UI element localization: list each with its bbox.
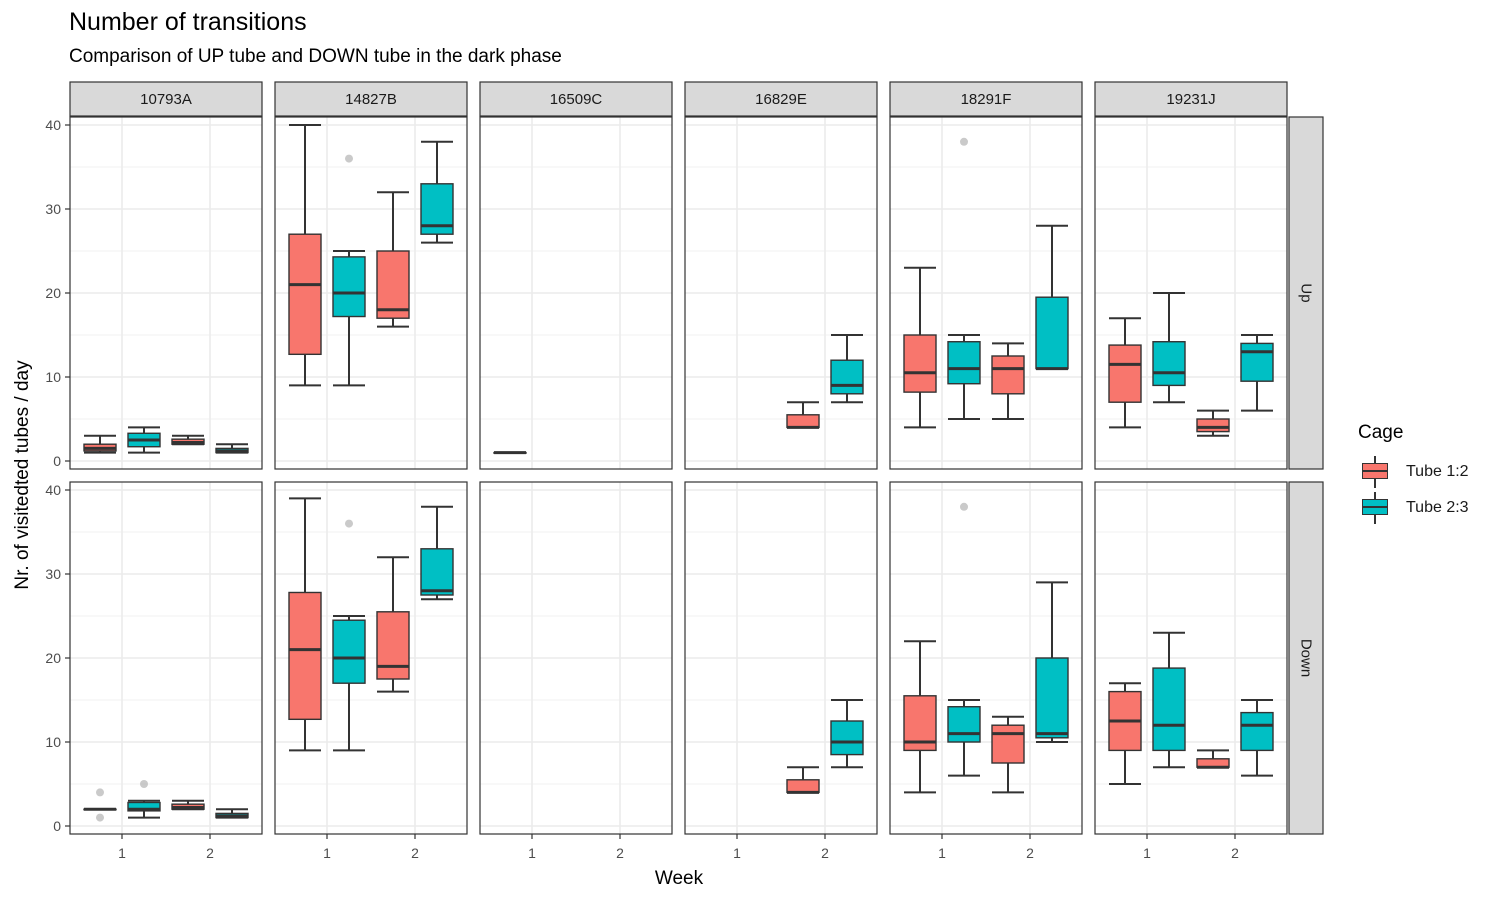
- panel-border-16829e-down: [684, 481, 878, 835]
- legend-title: Cage: [1358, 422, 1404, 443]
- box-19231j-up-w1-tube-2-3: [1152, 341, 1186, 387]
- strip-label-16509c: 16509C: [550, 91, 603, 108]
- x-tick-label: 1: [938, 845, 946, 861]
- box-14827b-down-w1-tube-1-2: [288, 591, 322, 721]
- strip-14827b: [274, 81, 468, 117]
- y-tick-label: 10: [45, 734, 61, 750]
- panel-border-14827b-up: [274, 116, 468, 470]
- panel-border-16509c-up: [479, 116, 673, 470]
- x-tick-label: 1: [323, 845, 331, 861]
- outlier-18291f-down-w1-tube-2-3: [960, 502, 968, 511]
- strip-label-down: Down: [1298, 639, 1315, 677]
- box-16829e-down-w2-tube-2-3: [830, 720, 864, 756]
- legend-key-tube-2-3: [1358, 490, 1392, 526]
- box-14827b-up-w2-tube-1-2: [376, 250, 410, 319]
- x-tick-label: 2: [821, 845, 829, 861]
- panel-border-19231j-down: [1094, 481, 1288, 835]
- x-tick-label: 1: [118, 845, 126, 861]
- strip-16829e: [684, 81, 878, 117]
- panel-border-14827b-down: [274, 481, 468, 835]
- strip-18291f: [889, 81, 1083, 117]
- box-18291f-up-w1-tube-1-2: [903, 334, 937, 393]
- box-18291f-up-w1-tube-2-3: [947, 341, 981, 385]
- strip-16509c: [479, 81, 673, 117]
- box-19231j-down-w2-tube-2-3: [1240, 711, 1274, 752]
- box-14827b-down-w2-tube-2-3: [420, 548, 454, 596]
- panel-border-18291f-up: [889, 116, 1083, 470]
- y-tick-label: 40: [45, 117, 61, 133]
- panel-border-16829e-up: [684, 116, 878, 470]
- outlier-18291f-up-w1-tube-2-3: [960, 137, 968, 146]
- strip-label-14827b: 14827B: [345, 91, 397, 108]
- x-tick-label: 2: [411, 845, 419, 861]
- y-axis-title: Nr. of visitedted tubes / day: [12, 360, 33, 590]
- chart-title: Number of transitions: [69, 8, 307, 36]
- strip-label-up: Up: [1298, 283, 1315, 302]
- panel-border-16509c-down: [479, 481, 673, 835]
- legend-item-tube-1-2: Tube 1:2: [1358, 454, 1469, 490]
- x-tick-label: 2: [1231, 845, 1239, 861]
- box-16829e-down-w2-tube-1-2: [786, 779, 820, 794]
- outlier-10793a-down-w1-tube-1-2: [96, 788, 104, 797]
- y-tick-label: 0: [53, 453, 61, 469]
- box-18291f-up-w2-tube-2-3: [1035, 296, 1069, 370]
- y-tick-label: 0: [53, 818, 61, 834]
- box-18291f-down-w1-tube-2-3: [947, 706, 981, 743]
- strip-19231j: [1094, 81, 1288, 117]
- y-tick-label: 30: [45, 566, 61, 582]
- panel-border-19231j-up: [1094, 116, 1288, 470]
- y-tick-label: 30: [45, 201, 61, 217]
- box-10793a-down-w1-tube-2-3: [127, 801, 161, 812]
- box-18291f-down-w2-tube-1-2: [991, 724, 1025, 764]
- strip-10793a: [69, 81, 263, 117]
- strip-label-10793a: 10793A: [140, 91, 192, 108]
- box-19231j-up-w1-tube-1-2: [1108, 344, 1142, 403]
- box-18291f-down-w2-tube-2-3: [1035, 657, 1069, 739]
- box-14827b-up-w1-tube-1-2: [288, 233, 322, 356]
- y-tick-label: 20: [45, 650, 61, 666]
- x-tick-label: 1: [1143, 845, 1151, 861]
- strip-label-19231j: 19231J: [1166, 91, 1215, 108]
- x-tick-label: 2: [1026, 845, 1034, 861]
- x-tick-label: 1: [528, 845, 536, 861]
- outlier-10793a-down-w1-tube-2-3: [140, 780, 148, 788]
- y-tick-label: 10: [45, 369, 61, 385]
- legend-label-tube-2-3: Tube 2:3: [1406, 499, 1469, 516]
- strip-down: [1288, 481, 1324, 835]
- x-tick-label: 2: [616, 845, 624, 861]
- box-16829e-up-w2-tube-1-2: [786, 414, 820, 429]
- x-axis-title: Week: [655, 868, 704, 889]
- y-tick-label: 20: [45, 285, 61, 301]
- strip-label-16829e: 16829E: [755, 91, 807, 108]
- box-16829e-up-w2-tube-2-3: [830, 359, 864, 395]
- x-tick-label: 2: [206, 845, 214, 861]
- strip-up: [1288, 116, 1324, 470]
- box-14827b-down-w2-tube-1-2: [376, 611, 410, 680]
- y-tick-label: 40: [45, 482, 61, 498]
- outlier-10793a-down-w1-tube-1-2: [96, 813, 104, 822]
- outlier-14827b-up-w1-tube-2-3: [345, 154, 353, 163]
- legend-label-tube-1-2: Tube 1:2: [1406, 463, 1469, 480]
- x-tick-label: 1: [733, 845, 741, 861]
- strip-label-18291f: 18291F: [961, 91, 1012, 108]
- box-19231j-down-w1-tube-2-3: [1152, 667, 1186, 752]
- box-19231j-up-w2-tube-2-3: [1240, 342, 1274, 382]
- legend-item-tube-2-3: Tube 2:3: [1358, 490, 1469, 526]
- box-19231j-up-w2-tube-1-2: [1196, 418, 1230, 433]
- panel-border-18291f-down: [889, 481, 1083, 835]
- chart-subtitle: Comparison of UP tube and DOWN tube in t…: [69, 46, 562, 67]
- outlier-14827b-down-w1-tube-2-3: [345, 519, 353, 528]
- legend-key-tube-1-2: [1358, 454, 1392, 490]
- box-18291f-up-w2-tube-1-2: [991, 355, 1025, 395]
- box-14827b-up-w1-tube-2-3: [332, 256, 366, 318]
- legend: Cage Tube 1:2 Tube 2:3: [1358, 422, 1469, 526]
- box-14827b-down-w1-tube-2-3: [332, 619, 366, 684]
